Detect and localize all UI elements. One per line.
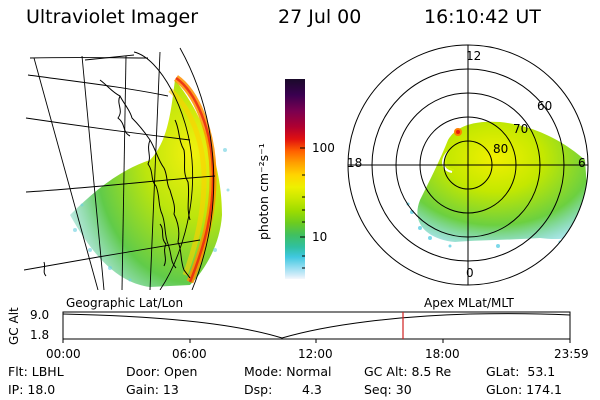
- timeline-tick-0600: 06:00: [172, 347, 207, 361]
- gc-alt-info: GC Alt: 8.5 Re: [364, 364, 452, 379]
- polar-panel-label: Apex MLat/MLT: [424, 296, 514, 310]
- polar-emission-region: [417, 121, 588, 242]
- ip-info: IP: 18.0: [8, 382, 56, 397]
- timeline-tick-1200: 12:00: [298, 347, 333, 361]
- geographic-map-panel: [24, 47, 230, 290]
- glat-info: GLat: 53.1: [486, 364, 556, 379]
- timeline-frame: [62, 311, 571, 340]
- door-info: Door: Open: [126, 364, 198, 379]
- timeline-axis-label: GC Alt: [7, 307, 21, 345]
- mlat-label-70: 70: [513, 122, 529, 136]
- timeline-y-top: 9.0: [30, 308, 50, 322]
- altitude-timeline: [62, 311, 571, 343]
- colorbar: [285, 79, 305, 279]
- dsp-value: 4.3: [302, 382, 322, 397]
- timeline-y-bottom: 1.8: [30, 328, 50, 342]
- observation-time: 16:10:42 UT: [424, 6, 541, 28]
- geographic-panel-label: Geographic Lat/Lon: [66, 296, 184, 310]
- instrument-title: Ultraviolet Imager: [26, 6, 199, 28]
- dsp-label: Dsp:: [244, 382, 273, 397]
- colorbar-ticks: [300, 147, 305, 269]
- mlat-label-80: 80: [493, 142, 509, 156]
- mlt-label-12: 12: [466, 49, 482, 63]
- observation-date: 27 Jul 00: [278, 6, 362, 28]
- polar-plot-panel: [347, 44, 589, 286]
- altitude-trace: [62, 313, 571, 339]
- mode-info: Mode: Normal: [244, 364, 332, 379]
- colorbar-tick-10: 10: [312, 230, 328, 244]
- timeline-tick-1800: 18:00: [425, 347, 460, 361]
- gain-info: Gain: 13: [126, 382, 179, 397]
- filter-info: Flt: LBHL: [8, 364, 64, 379]
- colorbar-unit-label: photon cm⁻²s⁻¹: [256, 143, 271, 240]
- timeline-tick-0000: 00:00: [46, 347, 81, 361]
- mlat-label-60: 60: [537, 99, 553, 113]
- seq-info: Seq: 30: [364, 382, 412, 397]
- timeline-ticks: [62, 339, 571, 343]
- timeline-tick-2359: 23:59: [554, 347, 589, 361]
- glon-info: GLon: 174.1: [486, 382, 562, 397]
- mlt-label-18: 18: [347, 156, 363, 170]
- colorbar-tick-100: 100: [312, 141, 335, 155]
- mlt-label-6: 6: [578, 156, 586, 170]
- mlt-label-0: 0: [466, 266, 474, 280]
